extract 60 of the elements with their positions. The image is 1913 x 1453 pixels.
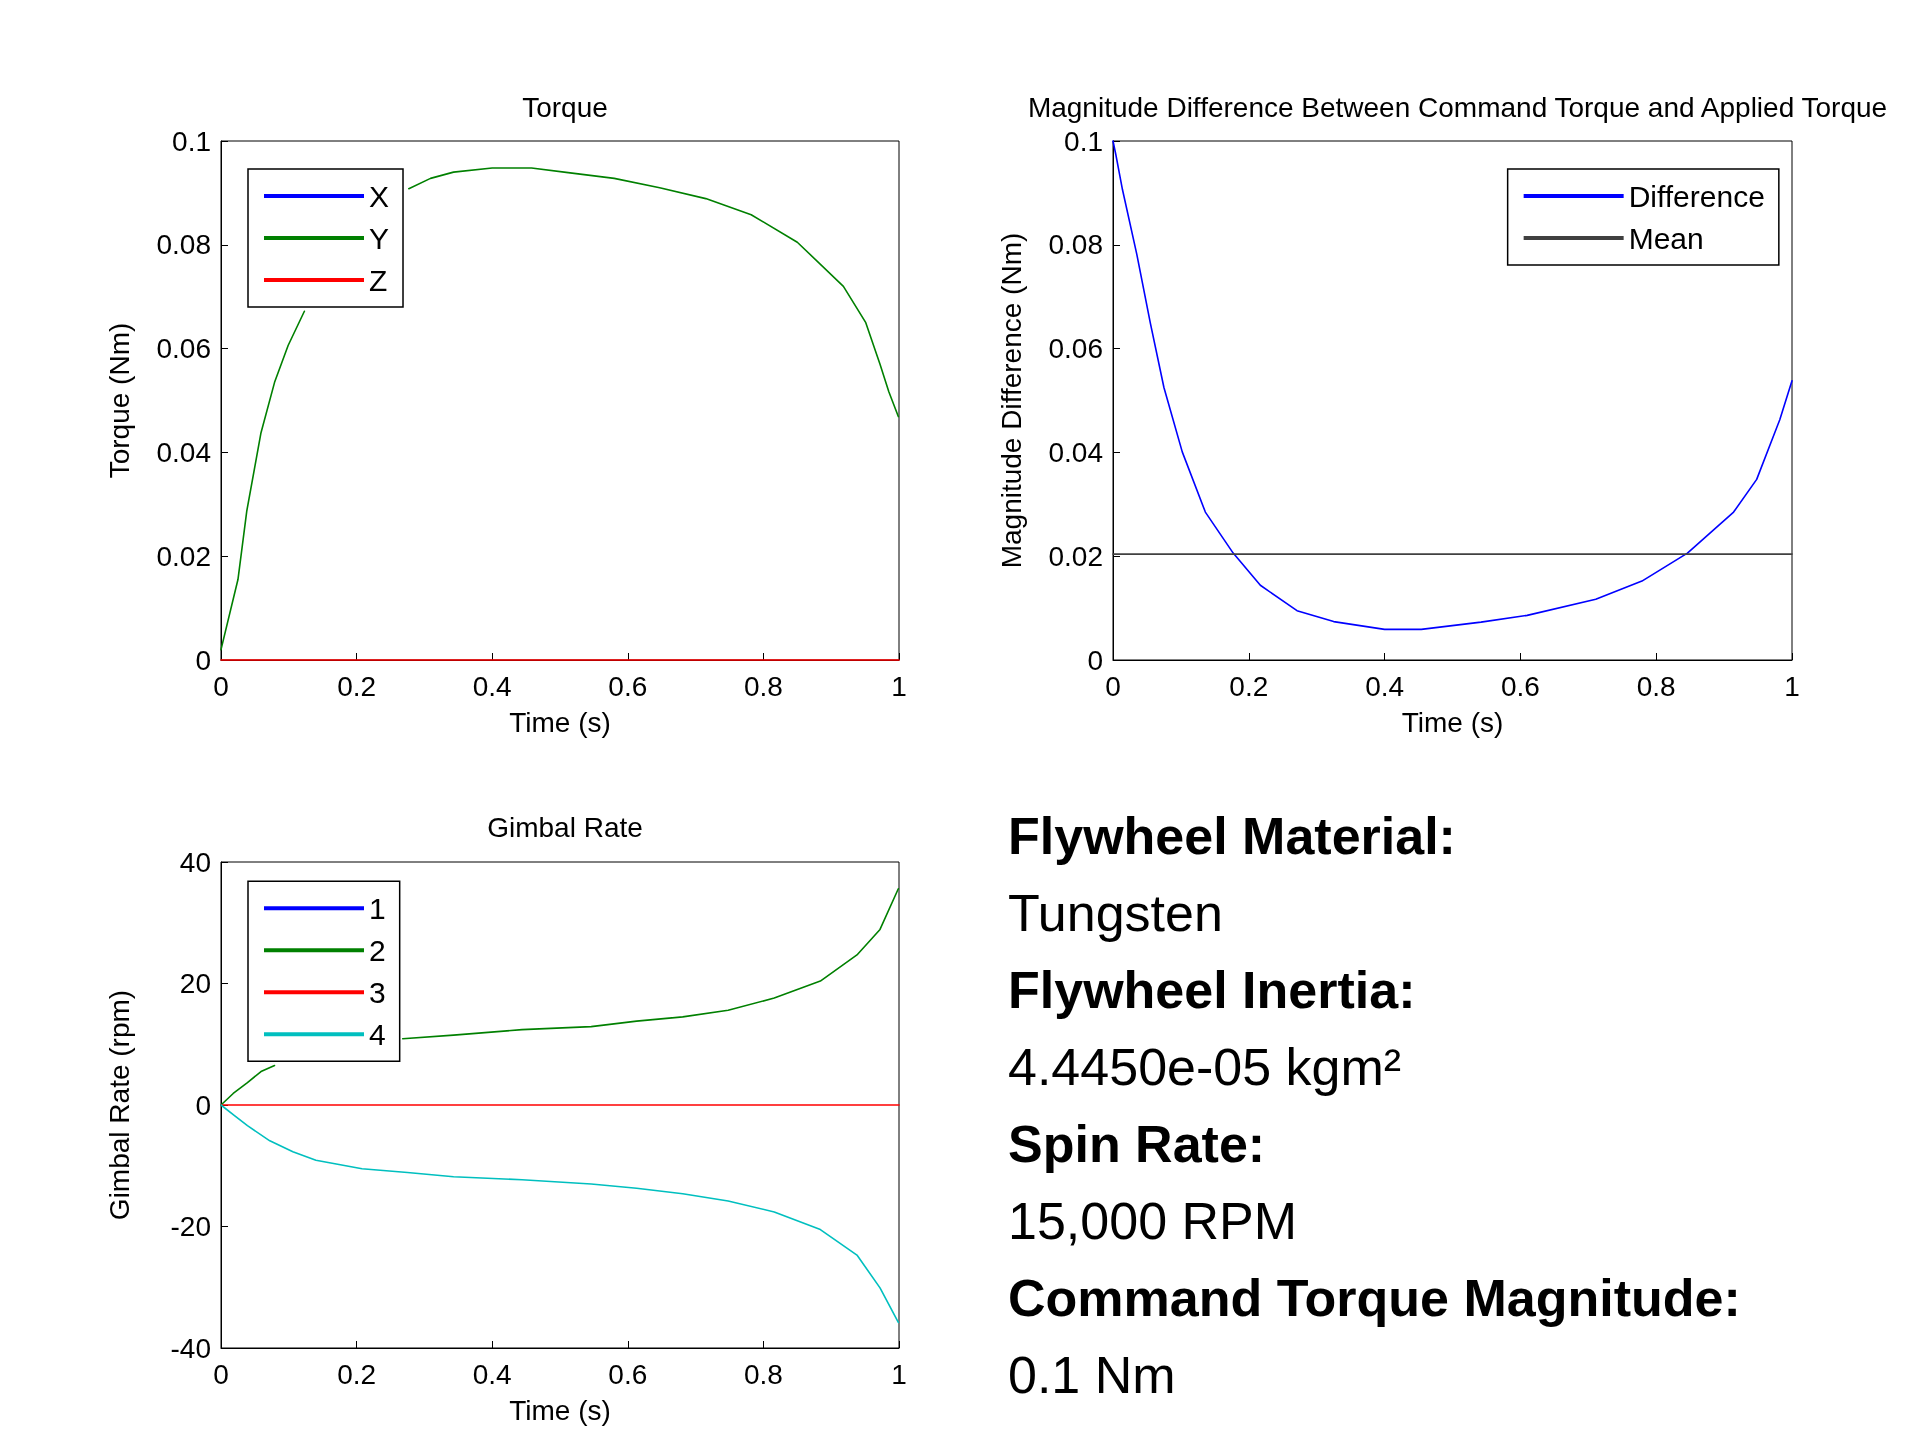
text: 15,000 RPM [1008,1191,1299,1252]
legend-label: X [369,179,390,213]
x-tick-label: 0.2 [1229,670,1269,702]
line-series [220,1104,900,1324]
y-tick-label: 20 [179,968,211,999]
y-tick-label: 0 [1087,644,1103,676]
y-tick-label: 0.04 [156,436,211,468]
legend-label: Y [369,221,390,255]
x-tick-label: 0.8 [1636,670,1676,702]
y-tick-label: 0.1 [172,125,211,157]
text: Command Torque Magnitude: [1008,1268,1742,1329]
x-tick-label: 0.2 [337,1358,377,1390]
y-tick-label: 0.06 [1048,333,1103,365]
x-tick-label: 0.4 [472,1358,512,1390]
x-tick-label: 0.4 [472,670,512,702]
x-tick-label: 0.8 [743,670,783,702]
text: 0.1 Nm [1008,1345,1177,1406]
x-axis-title: Time (s) [509,706,611,738]
chart-title: Gimbal Rate [487,811,643,843]
y-tick-label: 0.02 [156,540,211,572]
text: 4.4450e-05 kgm² [1008,1037,1403,1098]
y-tick-label: 0.08 [156,229,211,261]
x-tick-label: 0.6 [608,670,648,702]
x-tick-label: 1 [891,670,907,702]
x-tick-label: 0.6 [608,1358,648,1390]
line-series [1112,140,1793,631]
x-axis-title: Time (s) [509,1394,611,1426]
text: Flywheel Inertia: [1008,960,1417,1021]
y-axis-title: Magnitude Difference (Nm) [995,232,1027,569]
text: Tungsten [1008,883,1224,944]
y-tick-label: 0.04 [1048,436,1103,468]
text: Flywheel Material: [1008,806,1457,867]
y-axis-title: Gimbal Rate (rpm) [103,989,135,1221]
legend-label: 2 [369,933,386,967]
y-tick-label: 0.08 [1048,229,1103,261]
legend-label: 3 [369,975,386,1009]
legend-label: Z [369,263,388,297]
x-tick-label: 0.6 [1500,670,1540,702]
y-tick-label: 0 [195,1089,211,1121]
chart-title: Torque [522,91,608,123]
y-tick-label: 0.06 [156,333,211,365]
y-tick-label: 40 [179,846,211,878]
x-tick-label: 1 [891,1358,907,1390]
y-tick-label: 0.02 [1048,540,1103,572]
y-tick-label: 0.1 [1064,125,1103,157]
chart-title: Magnitude Difference Between Command Torque and Applied Torque [1027,91,1888,123]
x-tick-label: 0.4 [1365,670,1405,702]
y-axis-title: Torque (Nm) [103,322,135,479]
x-tick-label: 0.2 [337,670,377,702]
y-tick-label: -20 [170,1211,211,1242]
y-tick-label: 0 [195,644,211,676]
legend-label: Difference [1628,179,1765,213]
x-tick-label: 1 [1784,670,1800,702]
text: Spin Rate: [1008,1114,1267,1175]
y-tick-label: -40 [170,1332,211,1364]
legend-label: 4 [369,1017,386,1051]
x-axis-title: Time (s) [1401,706,1504,738]
legend-label: 1 [369,891,386,925]
legend-label: Mean [1628,221,1704,255]
x-tick-label: 0.8 [743,1358,783,1390]
